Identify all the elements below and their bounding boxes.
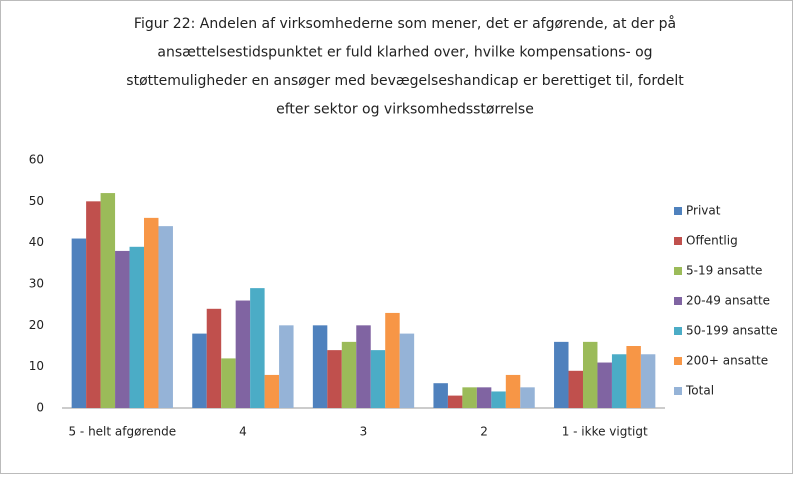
- bar: [433, 383, 448, 408]
- legend-label: Total: [685, 384, 714, 398]
- bar: [192, 333, 207, 408]
- legend-label: 20-49 ansatte: [686, 294, 770, 308]
- bar: [462, 387, 477, 408]
- y-tick-label: 50: [29, 194, 44, 208]
- x-tick-label: 1 - ikke vigtigt: [562, 425, 648, 439]
- chart-title: ansættelsestidspunktet er fuld klarhed o…: [157, 45, 652, 61]
- bar: [206, 308, 222, 408]
- bar: [385, 312, 400, 408]
- y-tick-label: 10: [29, 359, 44, 373]
- x-tick-label: 2: [480, 425, 488, 439]
- bar: [356, 325, 371, 408]
- bar: [554, 341, 569, 408]
- bar: [327, 350, 342, 408]
- bar: [505, 374, 521, 408]
- bar: [71, 238, 87, 408]
- bar: [626, 346, 641, 408]
- y-tick-label: 0: [36, 401, 44, 415]
- bar: [312, 325, 328, 408]
- legend-swatch: [674, 327, 682, 335]
- y-tick-label: 30: [29, 277, 44, 291]
- legend-label: 200+ ansatte: [686, 354, 768, 368]
- bar: [264, 374, 280, 408]
- bar: [611, 354, 627, 408]
- bar: [582, 341, 598, 408]
- legend-swatch: [674, 267, 682, 275]
- bar: [279, 325, 294, 408]
- legend-swatch: [674, 357, 682, 365]
- legend-swatch: [674, 297, 682, 305]
- bar: [144, 217, 159, 408]
- bar: [370, 350, 386, 408]
- legend-label: 50-199 ansatte: [686, 324, 778, 338]
- legend-label: Privat: [686, 204, 721, 218]
- bar: [115, 250, 130, 408]
- legend-swatch: [674, 237, 682, 245]
- y-tick-label: 60: [29, 153, 44, 167]
- bar: [235, 300, 251, 408]
- bar: [476, 387, 492, 408]
- bar: [520, 387, 535, 408]
- legend-label: 5-19 ansatte: [686, 264, 762, 278]
- bar: [640, 354, 656, 408]
- chart-title: efter sektor og virksomhedsstørrelse: [276, 102, 534, 118]
- x-tick-label: 3: [360, 425, 368, 439]
- bar: [568, 370, 583, 408]
- bar: [129, 246, 145, 408]
- bar: [341, 341, 357, 408]
- bar: [399, 333, 415, 408]
- x-tick-label: 4: [239, 425, 247, 439]
- bar: [100, 193, 116, 408]
- chart-title: støttemuligheder en ansøger med bevægels…: [126, 73, 684, 89]
- bar: [221, 358, 236, 408]
- chart-title: Figur 22: Andelen af virksomhederne som …: [134, 15, 676, 32]
- bar: [597, 362, 612, 408]
- y-tick-label: 40: [29, 235, 44, 249]
- bar: [250, 288, 265, 408]
- bar: [447, 395, 463, 408]
- bar: [158, 226, 173, 408]
- legend-swatch: [674, 387, 682, 395]
- x-tick-label: 5 - helt afgørende: [68, 425, 176, 439]
- bar: [491, 391, 506, 408]
- legend-label: Offentlig: [686, 234, 738, 248]
- legend-swatch: [674, 207, 682, 215]
- bar: [86, 201, 101, 408]
- y-tick-label: 20: [29, 318, 44, 332]
